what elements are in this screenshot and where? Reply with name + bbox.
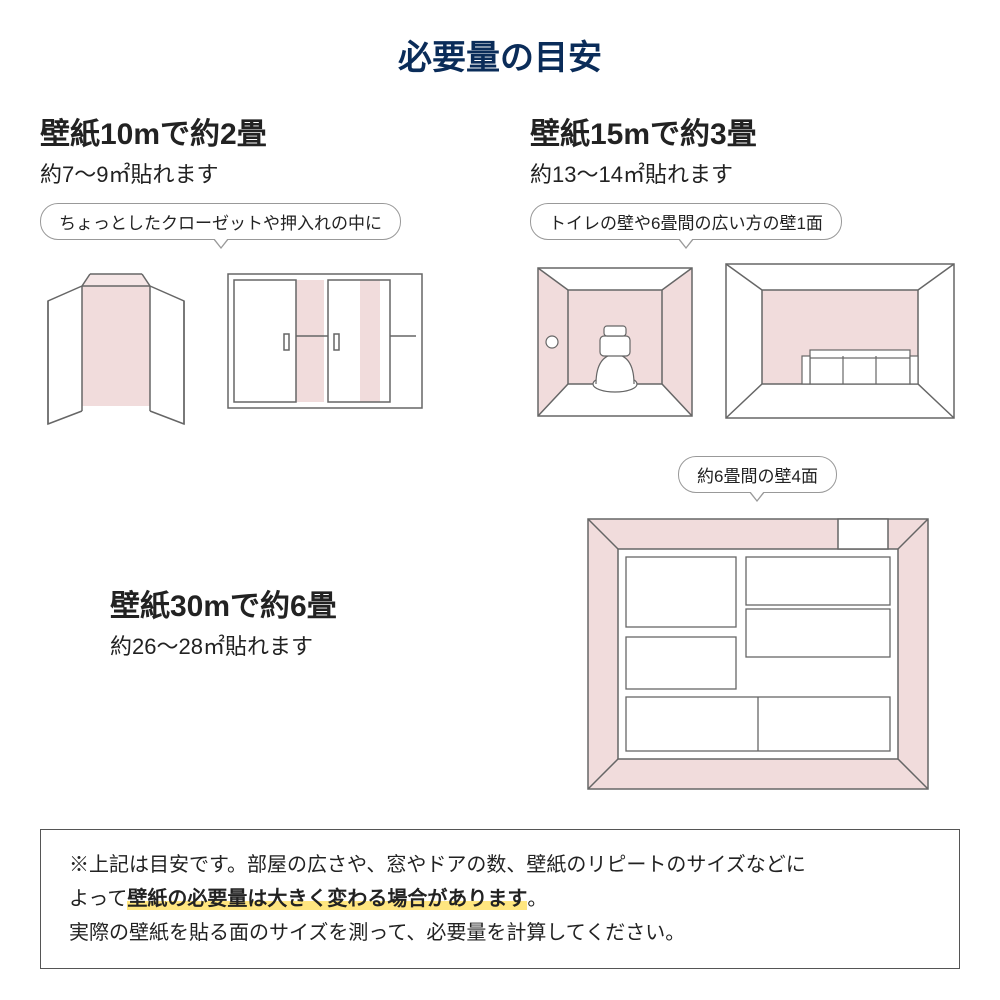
note-line2-suffix: 。 — [527, 888, 547, 910]
heading-30m: 壁紙30mで約6畳 — [110, 581, 515, 625]
bubble-30m: 約6畳間の壁4面 — [678, 456, 837, 493]
section-30m: 壁紙30mで約6畳 約26〜28㎡貼れます 約6畳間の壁4面 — [40, 456, 960, 799]
heading-15m: 壁紙15mで約3畳 — [530, 109, 960, 153]
sub-15m: 約13〜14㎡貼れます — [530, 157, 960, 189]
note-line-1: ※上記は目安です。部屋の広さや、窓やドアの数、壁紙のリピートのサイズなどに — [69, 848, 931, 882]
note-line-3: 実際の壁紙を貼る面のサイズを測って、必要量を計算してください。 — [69, 916, 931, 950]
bubble-15m: トイレの壁や6畳間の広い方の壁1面 — [530, 203, 842, 240]
section-10m: 壁紙10mで約2畳 約7〜9㎡貼れます ちょっとしたクローゼットや押入れの中に — [40, 109, 470, 426]
sub-30m: 約26〜28㎡貼れます — [110, 629, 515, 661]
room-plan-icon — [578, 509, 938, 799]
closet-icon — [40, 256, 190, 426]
page-title: 必要量の目安 — [40, 30, 960, 79]
heading-10m: 壁紙10mで約2畳 — [40, 109, 470, 153]
diagrams-15m — [530, 256, 960, 426]
bubble-10m: ちょっとしたクローゼットや押入れの中に — [40, 203, 401, 240]
living-room-icon — [720, 256, 960, 426]
diagrams-10m — [40, 256, 470, 426]
sub-10m: 約7〜9㎡貼れます — [40, 157, 470, 189]
section-15m: 壁紙15mで約3畳 約13〜14㎡貼れます トイレの壁や6畳間の広い方の壁1面 — [530, 109, 960, 426]
note-box: ※上記は目安です。部屋の広さや、窓やドアの数、壁紙のリピートのサイズなどに よっ… — [40, 829, 960, 969]
toilet-room-icon — [530, 256, 700, 426]
note-highlight: 壁紙の必要量は大きく変わる場合があります — [127, 888, 527, 910]
note-line2-prefix: よって — [69, 888, 127, 910]
sliding-door-icon — [210, 256, 440, 426]
note-line-2: よって壁紙の必要量は大きく変わる場合があります。 — [69, 882, 931, 916]
row-top: 壁紙10mで約2畳 約7〜9㎡貼れます ちょっとしたクローゼットや押入れの中に — [40, 109, 960, 426]
